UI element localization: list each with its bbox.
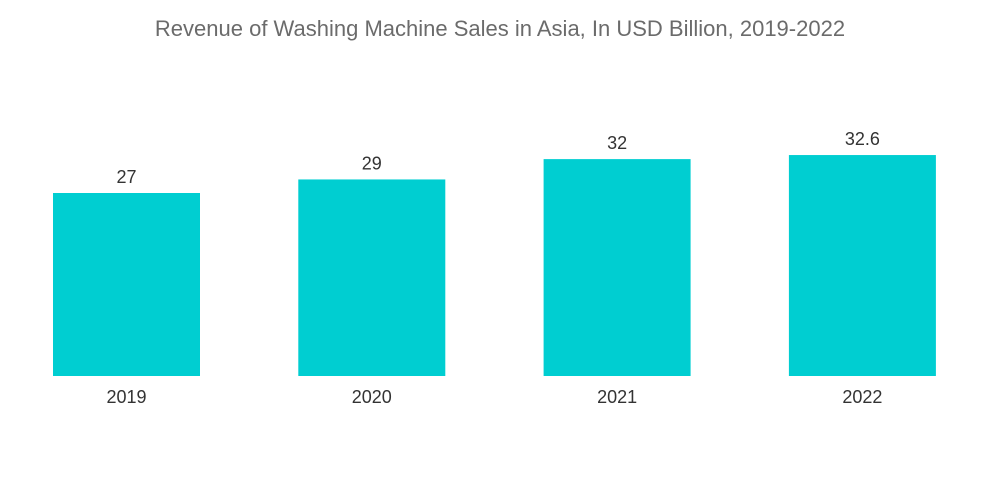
x-tick-label-2019: 2019 xyxy=(106,387,146,407)
bars-group xyxy=(53,155,936,376)
x-tick-label-2020: 2020 xyxy=(352,387,392,407)
bar-2020 xyxy=(298,179,446,376)
bar-2022 xyxy=(788,155,936,376)
bar-2019 xyxy=(53,193,200,376)
bar-2021 xyxy=(543,159,691,376)
x-tick-label-2022: 2022 xyxy=(842,387,882,407)
data-label-2020: 29 xyxy=(362,153,382,173)
data-label-2019: 27 xyxy=(116,167,136,187)
data-label-2022: 32.6 xyxy=(845,129,880,149)
chart-title: Revenue of Washing Machine Sales in Asia… xyxy=(154,16,846,41)
data-label-2021: 32 xyxy=(607,133,627,153)
x-tick-label-2021: 2021 xyxy=(597,387,637,407)
x-tick-labels-group: 2019 2020 2021 2022 xyxy=(106,387,882,407)
data-labels-group: 27 29 32 32.6 xyxy=(116,129,879,187)
